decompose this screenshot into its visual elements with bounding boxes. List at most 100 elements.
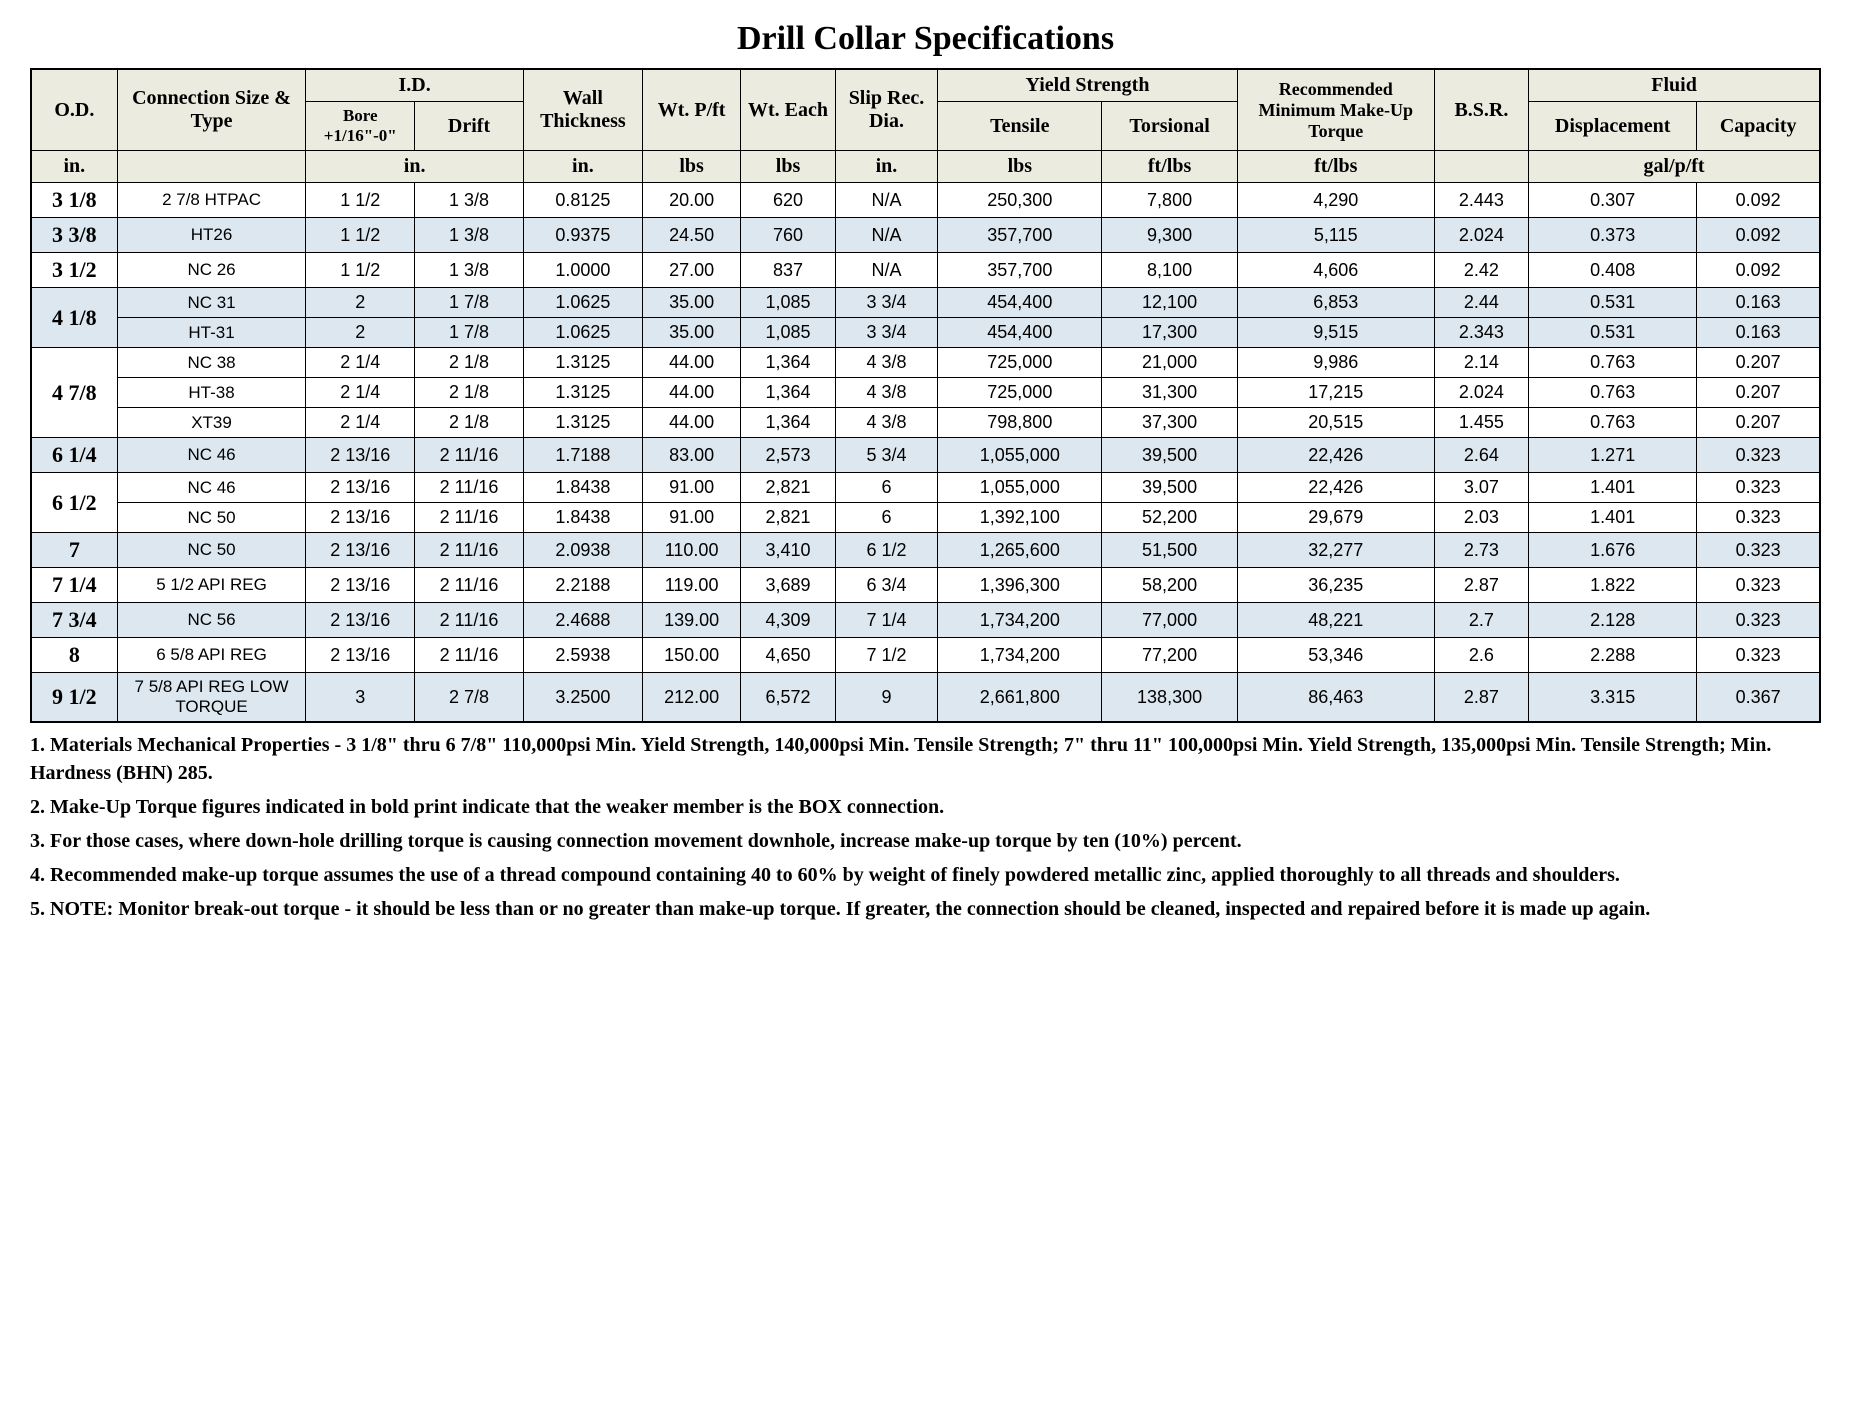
table-body: 3 1/82 7/8 HTPAC1 1/21 3/80.812520.00620… <box>31 183 1820 723</box>
cell-torsional: 21,000 <box>1102 348 1237 378</box>
cell-makeup: 17,215 <box>1237 378 1434 408</box>
cell-conn: NC 46 <box>117 438 306 473</box>
cell-cap: 0.323 <box>1697 438 1820 473</box>
cell-drift: 2 11/16 <box>415 473 524 503</box>
cell-tensile: 454,400 <box>938 288 1102 318</box>
cell-disp: 0.307 <box>1529 183 1697 218</box>
cell-makeup: 29,679 <box>1237 503 1434 533</box>
cell-wtpft: 44.00 <box>642 378 740 408</box>
cell-disp: 1.271 <box>1529 438 1697 473</box>
cell-tensile: 2,661,800 <box>938 673 1102 723</box>
cell-slip: 6 <box>835 473 938 503</box>
cell-cap: 0.163 <box>1697 288 1820 318</box>
cell-torsional: 77,200 <box>1102 638 1237 673</box>
cell-conn: NC 38 <box>117 348 306 378</box>
unit-bsr <box>1434 151 1528 183</box>
cell-bore: 2 13/16 <box>306 568 415 603</box>
cell-torsional: 39,500 <box>1102 438 1237 473</box>
cell-wteach: 760 <box>741 218 835 253</box>
cell-slip: 6 3/4 <box>835 568 938 603</box>
cell-od: 7 <box>31 533 117 568</box>
cell-wtpft: 91.00 <box>642 503 740 533</box>
cell-bore: 3 <box>306 673 415 723</box>
cell-tensile: 357,700 <box>938 218 1102 253</box>
cell-cap: 0.092 <box>1697 183 1820 218</box>
cell-tensile: 357,700 <box>938 253 1102 288</box>
cell-drift: 2 1/8 <box>415 408 524 438</box>
page-title: Drill Collar Specifications <box>30 20 1821 58</box>
cell-cap: 0.323 <box>1697 503 1820 533</box>
cell-torsional: 51,500 <box>1102 533 1237 568</box>
note-line: 5. NOTE: Monitor break-out torque - it s… <box>30 895 1821 923</box>
cell-makeup: 36,235 <box>1237 568 1434 603</box>
cell-conn: 2 7/8 HTPAC <box>117 183 306 218</box>
cell-disp: 1.676 <box>1529 533 1697 568</box>
cell-cap: 0.323 <box>1697 533 1820 568</box>
cell-bore: 2 13/16 <box>306 438 415 473</box>
cell-drift: 1 3/8 <box>415 183 524 218</box>
cell-makeup: 4,290 <box>1237 183 1434 218</box>
hdr-yield-group: Yield Strength <box>938 69 1238 102</box>
cell-wtpft: 35.00 <box>642 318 740 348</box>
cell-od: 3 1/8 <box>31 183 117 218</box>
cell-cap: 0.207 <box>1697 378 1820 408</box>
cell-tensile: 1,055,000 <box>938 438 1102 473</box>
cell-slip: 7 1/2 <box>835 638 938 673</box>
cell-conn: NC 56 <box>117 603 306 638</box>
cell-bore: 2 13/16 <box>306 603 415 638</box>
cell-disp: 0.763 <box>1529 408 1697 438</box>
cell-torsional: 77,000 <box>1102 603 1237 638</box>
cell-od: 4 1/8 <box>31 288 117 348</box>
cell-wall: 2.4688 <box>523 603 642 638</box>
cell-od: 8 <box>31 638 117 673</box>
cell-tensile: 1,265,600 <box>938 533 1102 568</box>
cell-tensile: 250,300 <box>938 183 1102 218</box>
cell-wall: 1.8438 <box>523 473 642 503</box>
cell-cap: 0.207 <box>1697 408 1820 438</box>
unit-wtpft: lbs <box>642 151 740 183</box>
cell-disp: 0.763 <box>1529 348 1697 378</box>
cell-slip: 3 3/4 <box>835 288 938 318</box>
table-row: XT392 1/42 1/81.312544.001,3644 3/8798,8… <box>31 408 1820 438</box>
unit-fluid: gal/p/ft <box>1529 151 1820 183</box>
cell-wteach: 1,364 <box>741 378 835 408</box>
cell-wtpft: 212.00 <box>642 673 740 723</box>
cell-wall: 2.0938 <box>523 533 642 568</box>
table-header: O.D. Connection Size & Type I.D. Wall Th… <box>31 69 1820 183</box>
unit-conn <box>117 151 306 183</box>
hdr-slip: Slip Rec. Dia. <box>835 69 938 151</box>
cell-od: 6 1/4 <box>31 438 117 473</box>
cell-wtpft: 119.00 <box>642 568 740 603</box>
hdr-wtpft: Wt. P/ft <box>642 69 740 151</box>
cell-makeup: 22,426 <box>1237 438 1434 473</box>
cell-tensile: 725,000 <box>938 378 1102 408</box>
cell-bsr: 2.343 <box>1434 318 1528 348</box>
cell-disp: 2.128 <box>1529 603 1697 638</box>
cell-bsr: 3.07 <box>1434 473 1528 503</box>
cell-torsional: 52,200 <box>1102 503 1237 533</box>
cell-wteach: 3,410 <box>741 533 835 568</box>
table-row: 6 1/2NC 462 13/162 11/161.843891.002,821… <box>31 473 1820 503</box>
cell-slip: 7 1/4 <box>835 603 938 638</box>
hdr-conn: Connection Size & Type <box>117 69 306 151</box>
cell-wtpft: 35.00 <box>642 288 740 318</box>
cell-slip: 5 3/4 <box>835 438 938 473</box>
cell-bsr: 2.443 <box>1434 183 1528 218</box>
cell-wtpft: 139.00 <box>642 603 740 638</box>
cell-cap: 0.323 <box>1697 638 1820 673</box>
cell-bsr: 2.87 <box>1434 673 1528 723</box>
table-row: 9 1/27 5/8 API REG LOW TORQUE32 7/83.250… <box>31 673 1820 723</box>
note-line: 3. For those cases, where down-hole dril… <box>30 827 1821 855</box>
cell-wtpft: 150.00 <box>642 638 740 673</box>
cell-slip: 6 <box>835 503 938 533</box>
hdr-wteach: Wt. Each <box>741 69 835 151</box>
cell-wall: 1.0625 <box>523 318 642 348</box>
hdr-disp: Displacement <box>1529 102 1697 151</box>
cell-torsional: 7,800 <box>1102 183 1237 218</box>
cell-drift: 2 11/16 <box>415 503 524 533</box>
cell-wall: 1.8438 <box>523 503 642 533</box>
cell-slip: N/A <box>835 218 938 253</box>
cell-torsional: 31,300 <box>1102 378 1237 408</box>
cell-conn: 5 1/2 API REG <box>117 568 306 603</box>
table-row: 3 1/82 7/8 HTPAC1 1/21 3/80.812520.00620… <box>31 183 1820 218</box>
